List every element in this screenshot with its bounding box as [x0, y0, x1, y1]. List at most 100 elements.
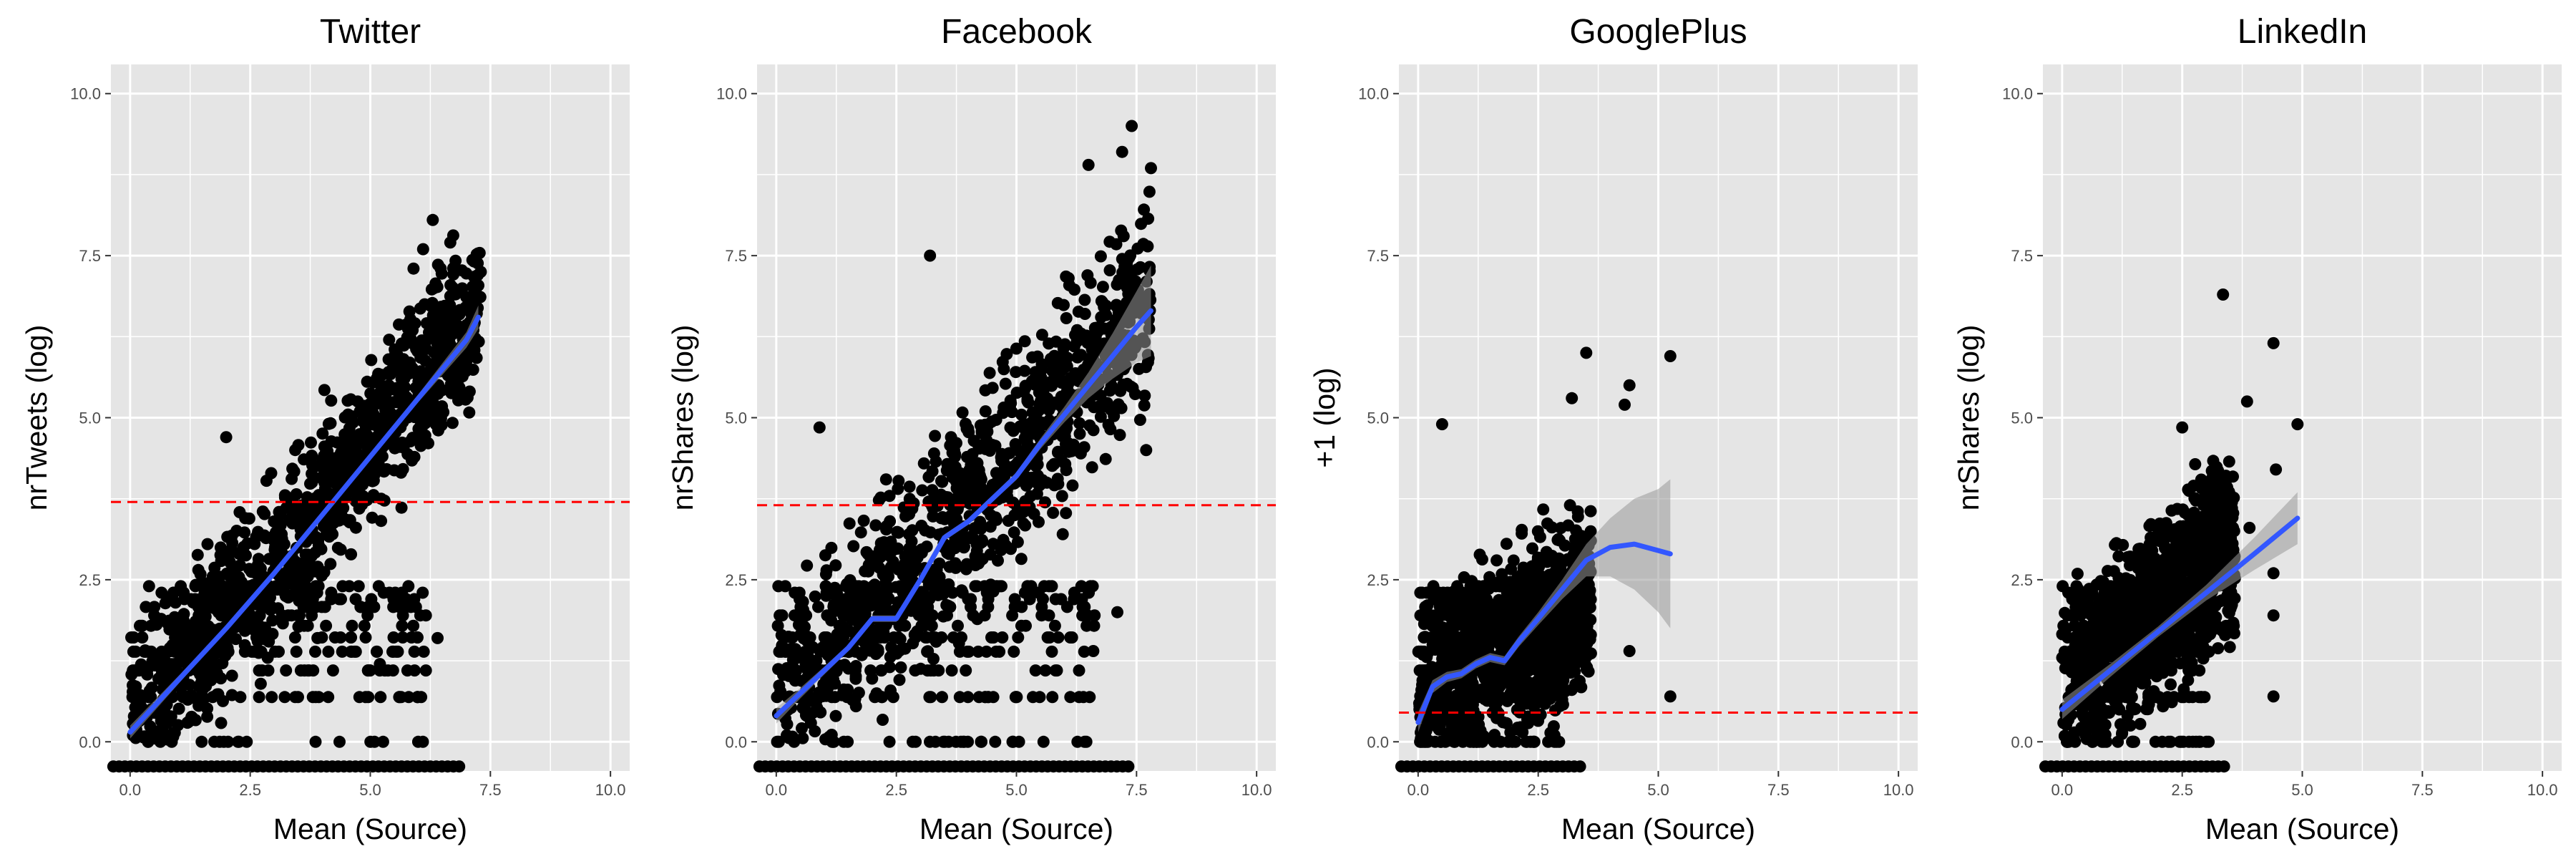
data-point	[434, 412, 447, 424]
data-point	[416, 586, 429, 599]
data-point	[393, 601, 406, 613]
data-point	[969, 580, 982, 593]
data-point	[783, 732, 796, 744]
data-point	[212, 593, 225, 606]
data-point	[394, 440, 406, 453]
data-point	[150, 618, 163, 631]
data-point	[1448, 651, 1461, 664]
data-point	[377, 586, 390, 599]
data-point	[241, 537, 254, 550]
data-point	[358, 619, 371, 632]
data-point	[778, 666, 791, 679]
x-tick-label: 2.5	[885, 781, 907, 799]
data-point	[1458, 618, 1470, 631]
data-point	[325, 593, 338, 606]
y-tick-label: 10.0	[70, 85, 101, 103]
data-point	[1502, 676, 1515, 689]
x-tick-label: 5.0	[1005, 781, 1028, 799]
data-point	[1065, 631, 1078, 644]
data-point	[264, 591, 276, 604]
data-point	[1558, 685, 1571, 698]
data-point	[978, 487, 991, 500]
data-point	[469, 299, 482, 312]
data-point	[1021, 393, 1034, 406]
data-point	[2112, 550, 2125, 563]
data-point	[1033, 372, 1046, 384]
data-point	[1037, 735, 1050, 748]
data-point	[796, 722, 808, 734]
data-point	[426, 213, 439, 226]
data-point	[160, 709, 173, 722]
data-point	[1504, 597, 1517, 610]
data-point	[825, 614, 838, 627]
data-point	[990, 414, 1002, 426]
data-point	[1500, 538, 1513, 550]
data-point	[883, 490, 896, 503]
data-point	[1138, 203, 1151, 216]
data-point	[852, 580, 865, 593]
data-point	[383, 334, 396, 346]
data-point	[1623, 379, 1636, 392]
data-point	[419, 417, 431, 430]
data-point	[312, 580, 325, 593]
data-point	[208, 624, 220, 637]
data-point	[1574, 611, 1586, 623]
data-point	[238, 526, 251, 539]
data-point	[328, 631, 341, 644]
data-point	[1047, 506, 1060, 519]
data-point	[980, 434, 993, 447]
data-point	[320, 619, 333, 632]
data-point	[1018, 364, 1031, 377]
data-point	[893, 644, 906, 657]
data-point	[966, 447, 979, 460]
data-point	[1556, 660, 1569, 673]
data-point	[1133, 362, 1146, 375]
y-tick-label: 10.0	[716, 85, 747, 103]
data-point	[1470, 630, 1483, 643]
data-point	[159, 597, 172, 610]
data-point	[1039, 496, 1051, 509]
data-point	[300, 588, 313, 601]
data-point	[1050, 375, 1063, 388]
data-point	[301, 498, 314, 510]
data-point	[371, 645, 384, 658]
data-point	[1118, 260, 1131, 273]
data-point	[1496, 611, 1508, 624]
data-point	[1028, 427, 1041, 440]
data-point	[387, 631, 400, 644]
data-point	[411, 691, 424, 704]
data-point	[915, 520, 928, 532]
data-point	[127, 664, 140, 677]
data-point	[436, 400, 449, 413]
data-point	[463, 406, 476, 419]
data-point	[444, 378, 457, 390]
data-point	[905, 535, 918, 548]
data-point	[892, 482, 904, 495]
data-point	[811, 702, 824, 714]
data-point	[859, 565, 872, 578]
data-point	[1008, 601, 1021, 613]
data-point	[893, 674, 906, 686]
data-point	[1099, 452, 1112, 465]
smooth-line	[774, 308, 1153, 719]
data-point	[779, 580, 791, 593]
data-point	[1568, 540, 1581, 553]
data-point	[245, 566, 258, 578]
data-point	[961, 486, 974, 499]
data-point	[1566, 392, 1579, 404]
data-point	[927, 447, 940, 460]
data-point	[322, 417, 335, 430]
data-point	[216, 657, 229, 669]
data-point	[998, 468, 1011, 481]
data-point	[864, 592, 877, 605]
data-point	[143, 684, 156, 697]
x-tick-label: 5.0	[359, 781, 381, 799]
data-point	[2223, 641, 2236, 654]
data-point	[190, 622, 203, 635]
data-point	[799, 645, 811, 658]
data-point	[1542, 735, 1555, 748]
data-point	[145, 645, 157, 658]
data-point	[196, 683, 209, 696]
data-point	[1017, 517, 1030, 530]
data-point	[922, 578, 935, 591]
